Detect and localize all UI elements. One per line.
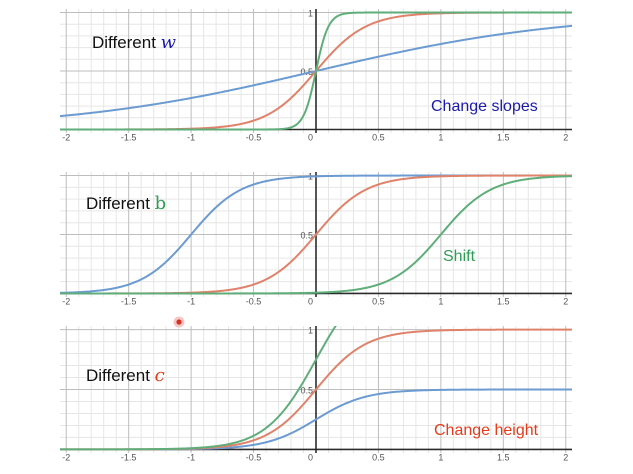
panel-3: -2 -1.5 -1 -0.5 0 0.5 1 1.5 2 0.5 1 Different c Chan… <box>60 326 572 462</box>
x-tick-label: 0.5 <box>372 296 385 306</box>
panel-title: Different c <box>86 365 165 386</box>
series-line-green <box>60 175 572 295</box>
panel-title-variable: c <box>155 365 165 386</box>
y-tick-label: 0.5 <box>300 386 313 396</box>
y-tick-label: 0.5 <box>300 67 313 77</box>
x-tick-label: 1 <box>438 296 443 306</box>
x-tick-label: 2 <box>563 132 568 142</box>
x-tick-label: -0.5 <box>246 452 262 462</box>
x-tick-label: 2 <box>563 296 568 306</box>
x-tick-label: -1 <box>187 296 195 306</box>
x-tick-label: 1 <box>438 452 443 462</box>
x-tick-label: 1.5 <box>497 296 510 306</box>
x-tick-label: 0.5 <box>372 452 385 462</box>
x-tick-label: -1.5 <box>121 296 137 306</box>
x-tick-label: 1.5 <box>497 452 510 462</box>
cursor-dot <box>173 316 185 328</box>
x-tick-label: 0.5 <box>372 132 385 142</box>
x-tick-label: 1.5 <box>497 132 510 142</box>
panel-title-variable: b <box>155 193 167 214</box>
y-tick-label: 0.5 <box>300 231 313 241</box>
x-tick-label: -2 <box>62 452 70 462</box>
series-group <box>60 326 572 451</box>
series-group <box>60 174 572 295</box>
panel-annotation: Change slopes <box>431 98 538 115</box>
panel-title-text: Different <box>86 366 155 385</box>
x-tick-label: -1 <box>187 452 195 462</box>
x-tick-label: -0.5 <box>246 132 262 142</box>
x-tick-label: 0 <box>308 132 313 142</box>
y-tick-label: 1 <box>308 326 313 336</box>
x-tick-label: 2 <box>563 452 568 462</box>
panel-title-text: Different <box>86 194 155 213</box>
x-tick-label: 1 <box>438 132 443 142</box>
y-tick-label: 1 <box>308 9 313 19</box>
panel-title: Different w <box>92 32 177 53</box>
panel-1: -2 -1.5 -1 -0.5 0 0.5 1 1.5 2 0.5 1 Different w Chan… <box>60 9 572 142</box>
x-tick-label: -1.5 <box>121 452 137 462</box>
series-line-green <box>60 11 572 131</box>
x-tick-label: 0 <box>308 296 313 306</box>
series-group <box>60 11 572 131</box>
major-grid <box>60 172 572 297</box>
x-tick-label: -1.5 <box>121 132 137 142</box>
panel-annotation: Shift <box>443 248 476 265</box>
x-tick-label: -0.5 <box>246 296 262 306</box>
panel-title: Different b <box>86 193 166 214</box>
x-tick-label: -2 <box>62 132 70 142</box>
panel-title-text: Different <box>92 33 161 52</box>
x-tick-label: 0 <box>308 452 313 462</box>
panel-annotation: Change height <box>434 422 539 439</box>
panel-title-variable: w <box>161 32 177 53</box>
x-tick-label: -2 <box>62 296 70 306</box>
series-line-green <box>60 326 337 451</box>
cursor-dot-center <box>176 319 182 325</box>
x-tick-label: -1 <box>187 132 195 142</box>
